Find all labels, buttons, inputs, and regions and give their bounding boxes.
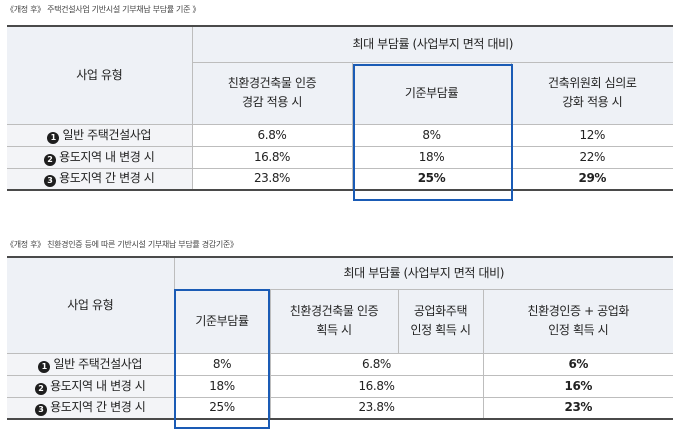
row-label-text: 용도지역 간 변경 시 xyxy=(59,171,155,186)
cell: 23% xyxy=(482,396,674,420)
cell: 8% xyxy=(173,352,271,376)
table1: 사업 유형 최대 부담률 (사업부지 면적 대비) 친환경건축물 인증 경감 적… xyxy=(7,25,674,191)
table-row: 1 일반 주택건설사업 6.8% 8% 12% xyxy=(7,123,674,147)
cell: 18% xyxy=(173,374,271,398)
table-row: 3 용도지역 간 변경 시 23.8% 25% 29% xyxy=(7,167,674,191)
table2-subheader-eco: 친환경건축물 인증 획득 시 xyxy=(269,288,399,354)
table-row: 1 일반 주택건설사업 8% 6.8% 6% xyxy=(7,352,674,376)
row-label: 2 용도지역 내 변경 시 xyxy=(7,374,175,398)
row-label-text: 일반 주택건설사업 xyxy=(62,127,152,142)
row-label-text: 용도지역 내 변경 시 xyxy=(50,378,146,393)
table2-subheader-combined: 친환경인증 + 공업화 인정 획득 시 xyxy=(482,288,674,354)
cell: 6.8% xyxy=(191,123,353,147)
table-row: 2 용도지역 내 변경 시 18% 16.8% 16% xyxy=(7,374,674,398)
cell: 6% xyxy=(482,352,674,376)
cell: 16% xyxy=(482,374,674,398)
number-badge-2: 2 xyxy=(44,153,57,166)
table-row: 3 용도지역 간 변경 시 25% 23.8% 23% xyxy=(7,396,674,420)
table2-subheader-industrial: 공업화주택 인정 획득 시 xyxy=(397,288,484,354)
table1-col-header: 사업 유형 xyxy=(7,25,193,125)
cell: 22% xyxy=(510,145,674,169)
row-label: 3 용도지역 간 변경 시 xyxy=(7,396,175,420)
cell: 23.8% xyxy=(269,396,484,420)
table1-subheader-strengthen: 건축위원회 심의로 강화 적용 시 xyxy=(510,61,674,125)
number-badge-3: 3 xyxy=(44,175,57,188)
row-label-text: 용도지역 간 변경 시 xyxy=(50,400,146,415)
table1-caption: 《개정 후》 주택건설사업 기반시설 기부채납 부담률 기준 》 xyxy=(6,5,201,14)
table2-group-header: 최대 부담률 (사업부지 면적 대비) xyxy=(173,256,674,290)
table2: 사업 유형 최대 부담률 (사업부지 면적 대비) 기준부담률 친환경건축물 인… xyxy=(7,256,674,420)
table1-group-header: 최대 부담률 (사업부지 면적 대비) xyxy=(191,25,674,63)
cell: 6.8% xyxy=(269,352,484,376)
table1-subheader-eco: 친환경건축물 인증 경감 적용 시 xyxy=(192,61,353,125)
number-badge-1: 1 xyxy=(38,360,51,373)
cell: 12% xyxy=(510,123,674,147)
row-label-text: 용도지역 내 변경 시 xyxy=(59,149,155,164)
number-badge-1: 1 xyxy=(47,131,60,144)
number-badge-3: 3 xyxy=(35,404,48,417)
cell: 23.8% xyxy=(191,167,353,191)
cell: 8% xyxy=(351,123,512,147)
row-label: 1 일반 주택건설사업 xyxy=(7,352,175,376)
cell: 16.8% xyxy=(269,374,484,398)
row-label: 1 일반 주택건설사업 xyxy=(7,123,193,147)
row-label: 2 용도지역 내 변경 시 xyxy=(7,145,193,169)
cell: 25% xyxy=(173,396,271,420)
table2-subheader-base: 기준부담률 xyxy=(174,288,271,354)
cell: 16.8% xyxy=(191,145,353,169)
number-badge-2: 2 xyxy=(35,382,48,395)
table2-caption: 《개정 후》 친환경인증 등에 따른 기반시설 기부채납 부담률 경감기준》 xyxy=(6,240,238,249)
row-label: 3 용도지역 간 변경 시 xyxy=(7,167,193,191)
cell: 18% xyxy=(351,145,512,169)
row-label-text: 일반 주택건설사업 xyxy=(53,356,143,371)
table1-subheader-base: 기준부담률 xyxy=(351,61,512,125)
table-row: 2 용도지역 내 변경 시 16.8% 18% 22% xyxy=(7,145,674,169)
table2-col-header: 사업 유형 xyxy=(7,256,175,354)
cell: 25% xyxy=(351,167,512,191)
cell: 29% xyxy=(510,167,674,191)
